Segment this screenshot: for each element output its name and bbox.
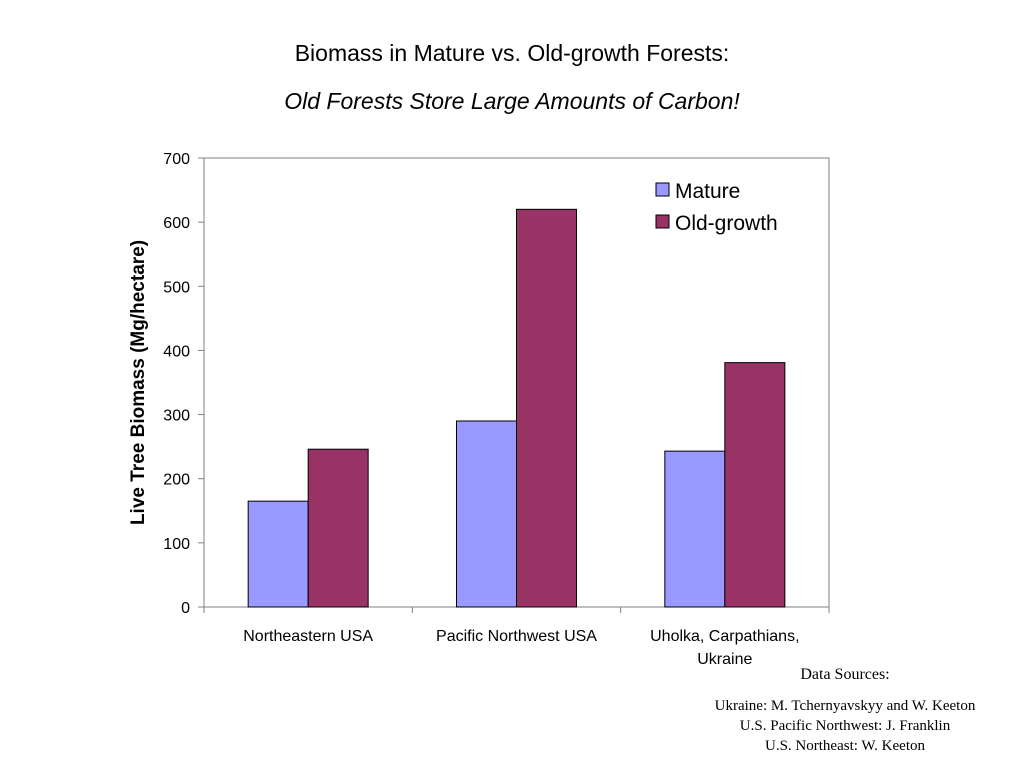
chart-subtitle: Old Forests Store Large Amounts of Carbo… bbox=[284, 88, 740, 114]
bar-old-growth bbox=[307, 448, 369, 608]
bar-old-growth bbox=[724, 362, 786, 608]
data-sources: Data Sources: Ukraine: M. Tchernyavskyy … bbox=[680, 666, 1010, 756]
bar-mature bbox=[456, 420, 517, 608]
y-tick-label: 700 bbox=[163, 151, 190, 168]
bar-mature bbox=[247, 500, 309, 608]
x-tick-label: Ukraine bbox=[697, 651, 752, 668]
data-source-line: U.S. Northeast: W. Keeton bbox=[765, 738, 925, 754]
x-tick-label: Northeastern USA bbox=[243, 628, 373, 645]
data-sources-list: Ukraine: M. Tchernyavskyy and W. Keeton U… bbox=[680, 696, 1010, 756]
y-tick-label: 600 bbox=[163, 215, 190, 232]
legend-swatch bbox=[655, 182, 670, 197]
bar-mature bbox=[664, 450, 726, 608]
data-source-line: Ukraine: M. Tchernyavskyy and W. Keeton bbox=[714, 698, 976, 714]
x-tick-label: Pacific Northwest USA bbox=[436, 628, 597, 645]
data-sources-heading: Data Sources: bbox=[800, 666, 890, 683]
chart-title: Biomass in Mature vs. Old-growth Forests… bbox=[294, 40, 730, 66]
y-tick-label: 200 bbox=[163, 472, 190, 489]
y-tick-label: 500 bbox=[163, 279, 190, 296]
legend-label: Mature bbox=[675, 180, 740, 203]
legend-swatch bbox=[655, 214, 670, 229]
legend-label: Old-growth bbox=[675, 212, 778, 235]
x-tick-label: Uholka, Carpathians, bbox=[650, 628, 799, 645]
y-axis-title: Live Tree Biomass (Mg/hectare) bbox=[128, 240, 149, 525]
y-tick-label: 100 bbox=[163, 536, 190, 553]
y-tick-label: 0 bbox=[181, 600, 190, 617]
data-source-line: U.S. Pacific Northwest: J. Franklin bbox=[739, 718, 951, 734]
y-tick-label: 400 bbox=[163, 343, 190, 360]
y-tick-label: 300 bbox=[163, 408, 190, 425]
bar-old-growth bbox=[516, 208, 577, 608]
